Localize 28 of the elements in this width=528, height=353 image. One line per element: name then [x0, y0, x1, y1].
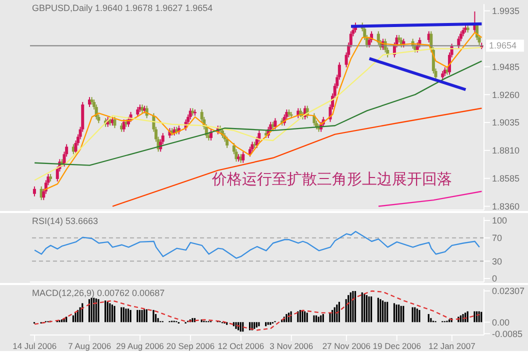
- x-tick-label: 27 Nov 2006: [322, 341, 371, 352]
- x-tick-label: 12 Oct 2006: [218, 341, 264, 352]
- y-tick-label: 0: [492, 274, 498, 284]
- y-tick-label: 1.9260: [492, 90, 520, 100]
- annotation: 价格运行至扩散三角形上边展开回落: [212, 170, 452, 189]
- y-tick-label: -0.0085: [492, 328, 523, 339]
- chart-title: MACD(12,26,9) 0.00762 0.00687: [32, 288, 165, 298]
- chart-title: GBPUSD,Daily 1.9640 1.9678 1.9627 1.9654: [32, 3, 213, 13]
- x-tick-label: 20 Sep 2006: [166, 341, 215, 352]
- x-tick-label: 29 Aug 2006: [116, 341, 164, 352]
- y-tick-label: 1.9485: [492, 62, 520, 72]
- x-tick-label: 19 Dec 2006: [372, 341, 422, 352]
- chart-title: RSI(14) 53.6663: [32, 216, 98, 226]
- y-tick-label: 0.00: [492, 317, 510, 328]
- y-tick-label: 0.02307: [492, 286, 525, 296]
- x-tick-label: 14 Jul 2006: [12, 341, 57, 352]
- y-tick-label: 1.8585: [492, 174, 520, 184]
- y-tick-label: 1.9935: [492, 6, 520, 16]
- x-tick-label: 12 Jan 2007: [428, 341, 476, 352]
- y-tick-label: 1.8810: [492, 146, 520, 156]
- y-tick-label: 100: [492, 216, 508, 226]
- x-tick-label: 7 Aug 2006: [68, 341, 112, 352]
- y-tick-label: 1.9035: [492, 118, 520, 128]
- y-tick-label: 1.8360: [492, 201, 520, 212]
- x-tick-label: 3 Nov 2006: [270, 341, 314, 352]
- y-tick-label: 30: [492, 256, 502, 266]
- y-tick-label: 70: [492, 233, 502, 244]
- ref-line-label: 1.9654: [489, 40, 517, 51]
